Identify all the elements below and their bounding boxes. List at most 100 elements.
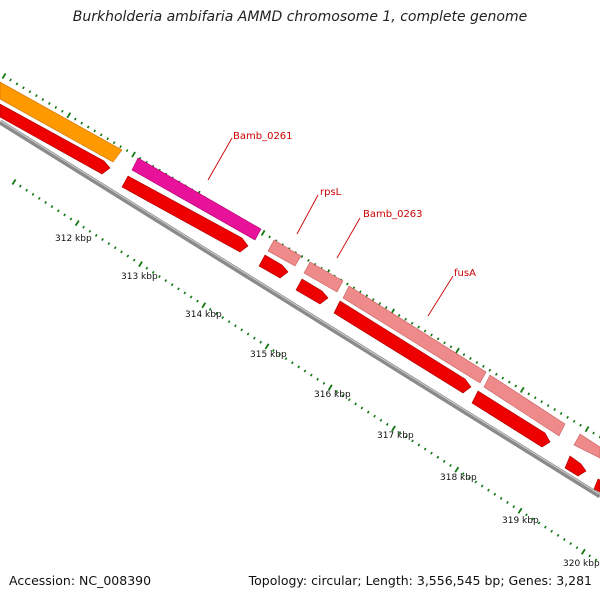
minor-tick	[335, 390, 338, 394]
minor-tick	[119, 145, 122, 149]
minor-tick	[442, 459, 446, 463]
minor-tick	[410, 321, 414, 325]
minor-tick	[126, 254, 130, 258]
major-tick	[584, 426, 590, 433]
major-tick	[519, 386, 525, 393]
gene-pink-5	[483, 374, 566, 437]
minor-tick	[316, 377, 320, 381]
minor-tick	[507, 380, 511, 384]
minor-tick	[423, 447, 427, 451]
leader-rpsl	[296, 194, 319, 235]
minor-tick	[164, 279, 168, 283]
minor-tick	[15, 82, 19, 86]
kbp-label: 315 kbp	[250, 350, 287, 360]
kbp-label: 314 kbp	[185, 310, 222, 320]
gene-label-rpsl: rpsL	[320, 187, 342, 198]
topology-label: Topology: circular; Length: 3,556,545 bp…	[248, 573, 592, 588]
minor-tick	[259, 340, 263, 344]
minor-tick	[50, 205, 54, 209]
minor-tick	[553, 408, 556, 412]
minor-tick	[398, 431, 402, 435]
minor-tick	[346, 282, 349, 286]
minor-tick	[501, 376, 505, 380]
cds-arrow-1	[0, 103, 111, 175]
minor-tick	[385, 422, 389, 426]
minor-tick	[94, 233, 98, 237]
minor-tick	[221, 316, 225, 320]
cds-arrow-2	[121, 175, 249, 253]
minor-tick	[125, 149, 129, 153]
cds-arrow-5	[333, 300, 472, 394]
minor-tick	[41, 98, 45, 102]
minor-tick	[537, 521, 541, 525]
minor-tick	[99, 133, 103, 137]
minor-tick	[253, 336, 256, 340]
minor-tick	[35, 94, 38, 98]
minor-tick	[234, 324, 237, 328]
minor-tick	[246, 332, 250, 336]
minor-tick	[227, 320, 231, 324]
minor-tick	[112, 141, 116, 145]
accession-label: Accession: NC_008390	[9, 573, 152, 588]
leader-bamb-0261	[207, 137, 233, 181]
minor-tick	[86, 125, 90, 129]
minor-tick	[423, 329, 427, 333]
minor-tick	[499, 496, 503, 500]
minor-tick	[69, 217, 73, 221]
minor-tick	[113, 246, 117, 250]
minor-tick	[28, 90, 32, 94]
gene-orange	[0, 81, 123, 163]
minor-tick	[468, 476, 471, 480]
minor-tick	[22, 86, 25, 90]
minor-tick	[474, 480, 478, 484]
minor-tick	[546, 404, 550, 408]
minor-tick	[290, 361, 294, 365]
minor-tick	[341, 394, 345, 398]
minor-tick	[208, 307, 212, 311]
minor-tick	[512, 505, 516, 509]
minor-tick	[272, 348, 275, 352]
minor-tick	[158, 275, 161, 278]
minor-tick	[384, 306, 388, 309]
minor-tick	[101, 238, 104, 242]
major-tick	[138, 261, 143, 268]
minor-tick	[559, 411, 563, 415]
minor-tick	[379, 418, 383, 422]
minor-tick	[44, 201, 47, 205]
minor-tick	[550, 529, 554, 533]
major-tick	[131, 151, 136, 158]
major-tick	[454, 466, 460, 473]
minor-tick	[268, 235, 271, 239]
minor-tick	[443, 341, 446, 345]
minor-tick	[300, 255, 304, 258]
major-tick	[260, 229, 266, 236]
minor-tick	[461, 472, 465, 476]
kbp-label: 318 kbp	[440, 473, 477, 483]
minor-tick	[322, 381, 326, 385]
minor-tick	[307, 258, 310, 262]
minor-tick	[572, 419, 576, 423]
minor-tick	[177, 287, 180, 291]
minor-tick	[514, 384, 518, 388]
minor-tick	[80, 121, 84, 125]
minor-tick	[592, 431, 595, 435]
major-tick	[391, 425, 396, 432]
minor-tick	[360, 406, 364, 410]
minor-tick	[404, 435, 408, 439]
minor-tick	[569, 542, 573, 546]
minor-tick	[475, 360, 479, 364]
gene-fusa	[342, 285, 487, 384]
minor-tick	[309, 373, 313, 377]
minor-tick	[575, 546, 579, 550]
major-tick	[66, 112, 72, 119]
minor-tick	[215, 311, 218, 315]
cds-arrow-7	[564, 455, 587, 477]
leader-fusa	[427, 275, 454, 317]
gene-label-fusa: fusA	[454, 268, 476, 279]
minor-tick	[594, 558, 598, 562]
minor-tick	[527, 392, 531, 396]
minor-tick	[436, 337, 440, 341]
major-tick	[327, 384, 333, 391]
major-tick	[11, 178, 17, 186]
minor-tick	[303, 369, 307, 373]
